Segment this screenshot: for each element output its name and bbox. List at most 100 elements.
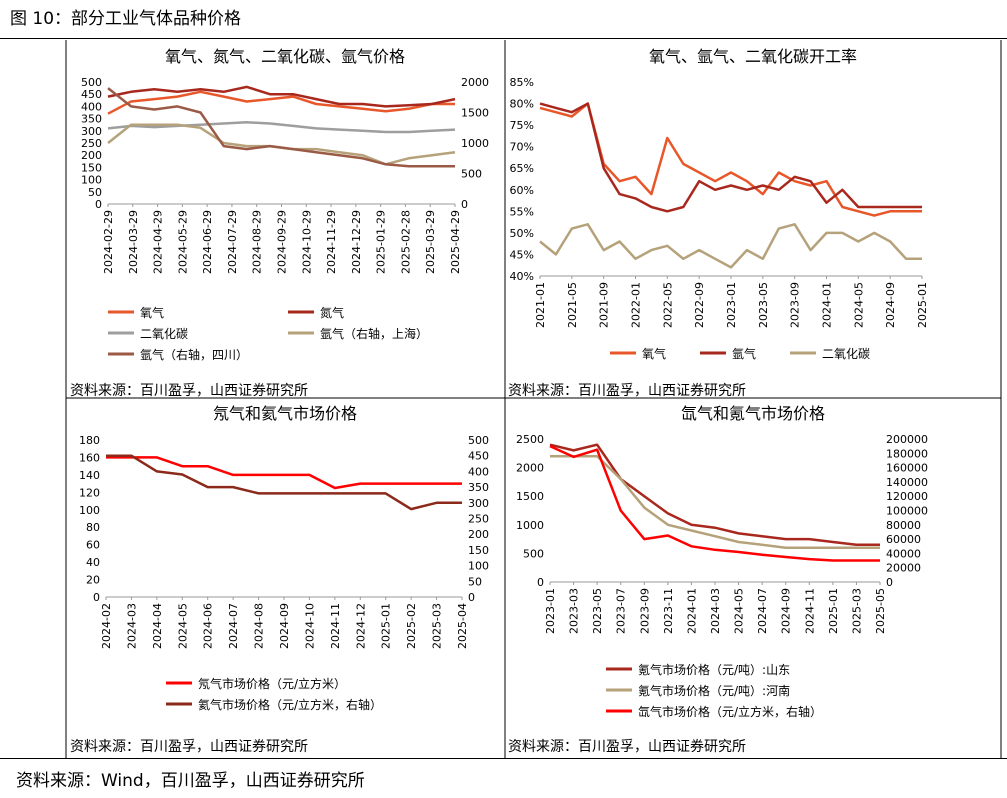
legend-label: 氙气市场价格（元/立方米，右轴） <box>638 704 822 719</box>
x-tick-label: 2025-05 <box>874 588 887 634</box>
y-tick-label: 55% <box>510 205 534 218</box>
y-tick-label: 50% <box>510 227 534 240</box>
y-tick-label: 2000 <box>516 462 544 475</box>
chart-title: 氧气、氮气、二氧化碳、氩气价格 <box>165 47 405 66</box>
y2-tick-label: 100 <box>468 560 489 573</box>
y-tick-label: 65% <box>510 162 534 175</box>
y-tick-label: 0 <box>537 576 544 589</box>
charts-canvas: 氧气、氮气、二氧化碳、氩气价格0501001502002503003504004… <box>65 40 1002 758</box>
figure-title: 图 10：部分工业气体品种价格 <box>10 9 242 29</box>
x-tick-label: 2025-01 <box>916 282 929 328</box>
x-tick-label: 2025-01-29 <box>375 210 388 274</box>
series-line-1 <box>539 102 922 217</box>
y2-tick-label: 200000 <box>886 433 928 446</box>
x-tick-label: 2024-07 <box>756 588 769 634</box>
y-tick-label: 40% <box>510 270 534 283</box>
x-tick-label: 2023-01 <box>725 282 738 328</box>
x-tick-label: 2024-05 <box>852 282 865 328</box>
x-tick-label: 2023-05 <box>757 282 770 328</box>
x-tick-label: 2025-04 <box>456 603 469 649</box>
y-tick-label: 85% <box>510 76 534 89</box>
legend-label: 氪气市场价格（元/吨）:河南 <box>638 683 790 698</box>
y2-tick-label: 200 <box>468 528 489 541</box>
x-tick-label: 2023-01 <box>544 588 557 634</box>
y2-tick-label: 350 <box>468 481 489 494</box>
y2-tick-label: 150 <box>468 544 489 557</box>
x-tick-label: 2025-03 <box>431 603 444 649</box>
y-tick-label: 140 <box>79 469 100 482</box>
x-tick-label: 2024-02-29 <box>102 210 115 274</box>
chart-title: 氙气和氪气市场价格 <box>681 404 825 423</box>
x-tick-label: 2022-01 <box>630 282 643 328</box>
y-tick-label: 300 <box>81 125 102 138</box>
y2-tick-label: 140000 <box>886 476 928 489</box>
x-tick-label: 2023-09 <box>638 588 651 634</box>
y2-tick-label: 160000 <box>886 462 928 475</box>
y2-tick-label: 500 <box>461 168 482 181</box>
y-tick-label: 350 <box>81 113 102 126</box>
y-tick-label: 200 <box>81 149 102 162</box>
y2-tick-label: 400 <box>468 465 489 478</box>
x-tick-label: 2024-11 <box>329 603 342 649</box>
y-tick-label: 100 <box>79 504 100 517</box>
x-tick-label: 2024-04-29 <box>152 210 165 274</box>
y-tick-label: 160 <box>79 451 100 464</box>
chart-title: 氧气、氩气、二氧化碳开工率 <box>649 47 857 66</box>
x-tick-label: 2022-09 <box>693 282 706 328</box>
x-tick-label: 2024-07 <box>227 603 240 649</box>
legend-label: 氧气 <box>140 305 164 320</box>
y2-tick-label: 1000 <box>461 137 489 150</box>
y2-tick-label: 50 <box>468 575 482 588</box>
y2-tick-label: 0 <box>886 576 893 589</box>
y-tick-label: 250 <box>81 137 102 150</box>
series-line-2 <box>550 454 880 549</box>
series-line-5 <box>107 87 455 168</box>
x-tick-label: 2024-05 <box>733 588 746 634</box>
y2-tick-label: 2000 <box>461 76 489 89</box>
bottom-rule <box>0 758 1007 759</box>
x-tick-label: 2024-03 <box>709 588 722 634</box>
y2-tick-label: 100000 <box>886 505 928 518</box>
y-tick-label: 80 <box>86 521 100 534</box>
x-tick-label: 2025-02-28 <box>399 210 412 274</box>
x-tick-label: 2025-03 <box>850 588 863 634</box>
x-tick-label: 2025-02 <box>405 603 418 649</box>
y-tick-label: 120 <box>79 486 100 499</box>
x-tick-label: 2024-09 <box>278 603 291 649</box>
series-line-1 <box>107 90 455 115</box>
chart-panel-3: 氖气和氦气市场价格 0 20 40 60 80 100 120 140 160 180 0 50 100 1… <box>79 404 489 712</box>
x-tick-label: 2024-10 <box>303 603 316 649</box>
x-tick-label: 2024-01 <box>685 588 698 634</box>
legend-label: 二氧化碳 <box>140 327 188 341</box>
y2-tick-label: 250 <box>468 513 489 526</box>
x-tick-label: 2024-06 <box>202 603 215 649</box>
y-tick-label: 0 <box>95 198 102 211</box>
x-tick-label: 2023-03 <box>568 588 581 634</box>
x-tick-label: 2021-09 <box>598 282 611 328</box>
x-tick-label: 2024-04 <box>151 603 164 649</box>
legend-label: 氦气市场价格（元/立方米，右轴） <box>198 697 382 712</box>
x-tick-label: 2024-06-29 <box>201 210 214 274</box>
x-tick-label: 2025-01 <box>827 588 840 634</box>
y2-tick-label: 450 <box>468 450 489 463</box>
y-tick-label: 180 <box>79 434 100 447</box>
series-line-3 <box>549 444 880 562</box>
y2-tick-label: 20000 <box>886 562 921 575</box>
y-tick-label: 500 <box>523 547 544 560</box>
footer-source: 资料来源：Wind，百川盈孚，山西证券研究所 <box>16 771 365 791</box>
y-tick-label: 75% <box>510 119 534 132</box>
panel-source-2: 资料来源：百川盈孚，山西证券研究所 <box>508 383 746 399</box>
x-tick-label: 2023-05 <box>591 588 604 634</box>
legend-label: 二氧化碳 <box>822 347 870 361</box>
x-tick-label: 2025-03-29 <box>424 210 437 274</box>
x-tick-label: 2021-01 <box>534 282 547 328</box>
y2-tick-label: 0 <box>468 591 475 604</box>
x-tick-label: 2024-03-29 <box>127 210 140 274</box>
x-tick-label: 2021-05 <box>566 282 579 328</box>
y-tick-label: 0 <box>93 591 100 604</box>
x-tick-label: 2024-09 <box>884 282 897 328</box>
y-tick-label: 60 <box>86 539 100 552</box>
x-tick-label: 2024-05-29 <box>176 210 189 274</box>
y-tick-label: 70% <box>510 141 534 154</box>
panel-source-3: 资料来源：百川盈孚，山西证券研究所 <box>70 739 308 755</box>
